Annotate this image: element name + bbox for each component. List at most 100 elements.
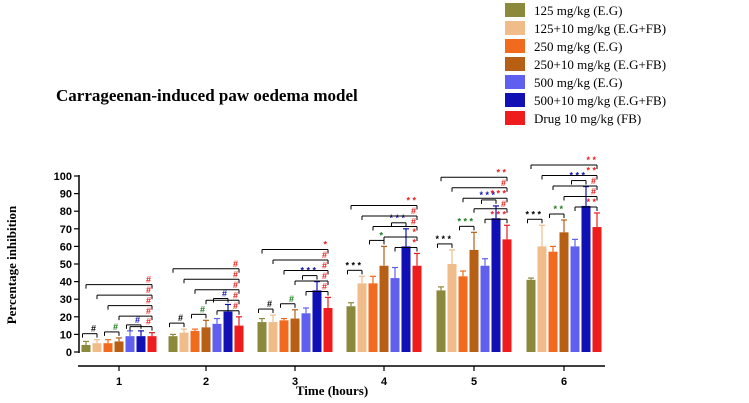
bar: [81, 344, 91, 352]
bar: [290, 318, 300, 352]
bar: [559, 232, 569, 352]
sig-label: #: [233, 269, 238, 279]
sig-label: #: [135, 315, 140, 325]
bar: [323, 308, 333, 352]
bar: [458, 276, 468, 352]
axes: 0 10 20 30 40 50 60 70 80 90 100 1 2 3 4 5 6: [54, 171, 605, 388]
bar: [234, 325, 244, 352]
legend-swatch: [505, 93, 525, 107]
bar: [179, 332, 189, 352]
x-tick-label: 5: [471, 376, 477, 388]
bar: [103, 343, 113, 352]
y-tick-label: 50: [60, 259, 72, 271]
y-tick-label: 60: [60, 241, 72, 253]
sig-label: #: [233, 259, 238, 269]
sig-label: #: [91, 324, 96, 334]
sig-label: #: [411, 216, 416, 226]
legend-swatch: [505, 57, 525, 71]
chart-title: Carrageenan-induced paw oedema model: [56, 86, 358, 105]
x-tick-label: 1: [116, 376, 122, 388]
sig-label: #: [501, 199, 506, 209]
legend-entry: 500 mg/kg (E.G): [534, 75, 622, 90]
sig-label: #: [146, 317, 151, 327]
bar: [548, 251, 558, 352]
sig-label: * *: [586, 155, 596, 165]
bar: [447, 264, 457, 352]
y-axis-label: Percentage inhibition: [4, 205, 19, 324]
y-tick-label: 0: [66, 347, 72, 359]
sig-label: * * *: [389, 213, 405, 223]
sig-label: *: [412, 227, 416, 237]
x-tick-label: 2: [203, 376, 209, 388]
bar: [201, 327, 211, 352]
bar: [114, 341, 124, 352]
legend-entry: 125 mg/kg (E.G): [534, 3, 622, 18]
bar: [412, 265, 422, 352]
bar: [346, 306, 356, 352]
sig-label: #: [289, 294, 294, 304]
bar: [223, 311, 233, 352]
bar: [357, 283, 367, 352]
sig-label: #: [146, 296, 151, 306]
sig-label: #: [222, 288, 227, 298]
legend-swatch: [505, 21, 525, 35]
sig-label: #: [591, 186, 596, 196]
bar: [469, 249, 479, 352]
bars: [81, 185, 602, 352]
sig-label: * * *: [525, 209, 541, 219]
legend-entry: 125+10 mg/kg (E.G+FB): [534, 21, 666, 36]
sig-label: #: [178, 313, 183, 323]
sig-label: #: [322, 260, 327, 270]
sig-label: #: [146, 306, 151, 316]
bar: [390, 278, 400, 352]
sig-label: * *: [406, 195, 416, 205]
y-tick-label: 100: [54, 171, 72, 183]
sig-label: * *: [496, 167, 506, 177]
bar: [368, 283, 378, 352]
bar: [268, 322, 278, 352]
sig-label: * *: [586, 165, 596, 175]
sig-label: #: [322, 281, 327, 291]
bar: [526, 279, 536, 352]
legend-entry: Drug 10 mg/kg (FB): [534, 111, 641, 126]
bar: [592, 227, 602, 352]
bar: [436, 290, 446, 352]
sig-label: *: [412, 237, 416, 247]
bar: [312, 290, 322, 352]
bar: [257, 322, 267, 352]
sig-label: #: [322, 271, 327, 281]
legend-swatch: [505, 3, 525, 17]
bar: [168, 336, 178, 352]
sig-label: * * *: [479, 190, 495, 200]
bar: [190, 330, 200, 352]
y-tick-label: 80: [60, 206, 72, 218]
sig-label: #: [146, 275, 151, 285]
legend-swatch: [505, 75, 525, 89]
sig-label: * * *: [435, 234, 451, 244]
bar: [379, 265, 389, 352]
sig-label: #: [233, 290, 238, 300]
y-tick-label: 30: [60, 294, 72, 306]
x-axis-label: Time (hours): [296, 383, 368, 398]
legend-entry: 250 mg/kg (E.G): [534, 39, 622, 54]
y-tick-label: 40: [60, 277, 72, 289]
x-tick-label: 4: [381, 376, 388, 388]
bar: [125, 336, 135, 352]
sig-label: * * *: [457, 216, 473, 226]
legend-swatch: [505, 111, 525, 125]
sig-label: #: [411, 206, 416, 216]
sig-label: #: [200, 304, 205, 314]
bar: [401, 246, 411, 352]
sig-label: #: [591, 176, 596, 186]
bar: [570, 246, 580, 352]
sig-label: #: [322, 250, 327, 260]
sig-label: * * *: [345, 260, 361, 270]
sig-label: * * *: [490, 209, 506, 219]
x-tick-label: 6: [561, 376, 567, 388]
bar: [581, 205, 591, 352]
legend-entry: 500+10 mg/kg (E.G+FB): [534, 93, 666, 108]
bar: [212, 323, 222, 352]
bar: [92, 343, 102, 352]
